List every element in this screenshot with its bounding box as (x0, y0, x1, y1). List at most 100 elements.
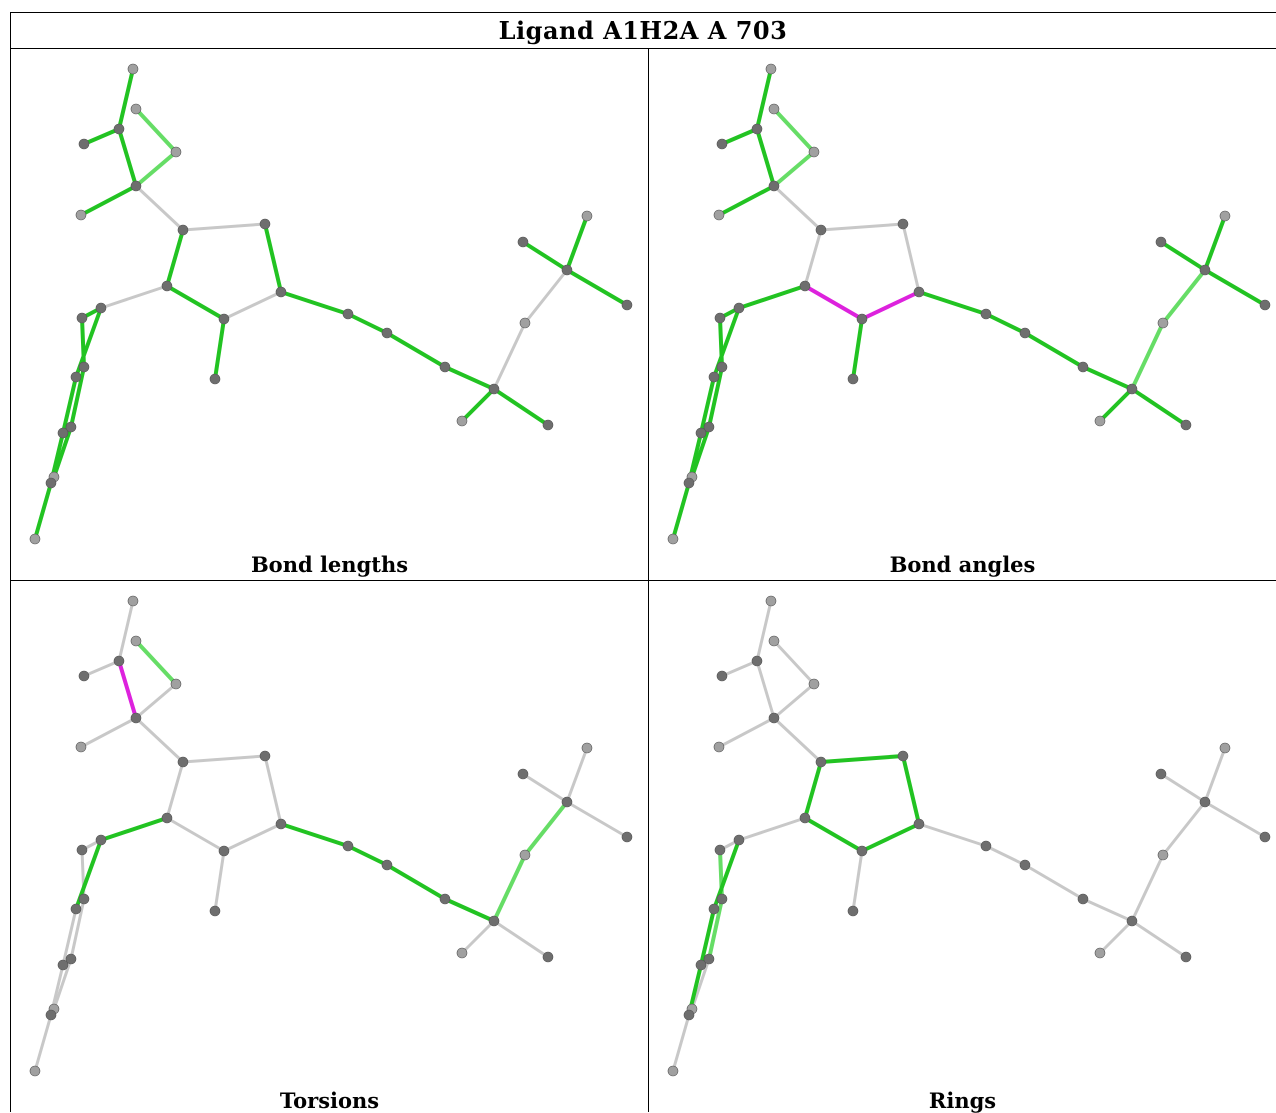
bond (565, 800, 629, 839)
atom (799, 280, 811, 292)
atom (439, 361, 451, 373)
bond (720, 659, 759, 678)
atom (708, 371, 720, 383)
bond (61, 907, 78, 967)
bond (181, 754, 267, 764)
atom (751, 655, 763, 667)
atom (856, 845, 868, 857)
atom (714, 844, 726, 856)
bond (737, 284, 807, 310)
panel-rings: Rings (649, 581, 1276, 1113)
bond (99, 284, 169, 310)
atom (621, 831, 633, 843)
figure-title: Ligand A1H2A A 703 (498, 15, 788, 45)
atom (1155, 236, 1167, 248)
atom (1094, 415, 1106, 427)
atom (716, 361, 728, 373)
bond (755, 127, 776, 188)
bond (851, 317, 864, 381)
atom (561, 264, 573, 276)
atom (1219, 210, 1231, 222)
atom (1077, 361, 1089, 373)
bond (385, 331, 447, 369)
bond (917, 290, 988, 316)
bond (79, 716, 138, 749)
atom (75, 741, 87, 753)
bond (690, 425, 711, 479)
bond (707, 897, 724, 961)
bond (851, 849, 864, 913)
bond (82, 659, 121, 678)
atom (130, 712, 142, 724)
atom (768, 103, 780, 115)
bond (263, 754, 283, 826)
bond (737, 816, 807, 842)
atom (1199, 264, 1211, 276)
bond (213, 849, 226, 913)
atom (456, 947, 468, 959)
atom (381, 327, 393, 339)
bond (717, 716, 776, 749)
atom (1019, 859, 1031, 871)
bond (134, 682, 178, 720)
atom (275, 286, 287, 298)
bond (819, 222, 905, 232)
atom (1019, 327, 1031, 339)
bond (1130, 919, 1188, 959)
bond (52, 425, 73, 479)
bond (99, 816, 169, 842)
atom (768, 635, 780, 647)
bond (717, 184, 776, 217)
atom (714, 312, 726, 324)
atom (78, 361, 90, 373)
atom (342, 308, 354, 320)
atom (456, 415, 468, 427)
atom (621, 299, 633, 311)
bond (1130, 853, 1165, 923)
bond (117, 659, 138, 720)
atom (259, 750, 271, 762)
atom (897, 750, 909, 762)
atom (708, 903, 720, 915)
molecule-structure (667, 595, 1271, 1077)
bond (803, 284, 864, 321)
bond (69, 897, 86, 961)
atom (130, 635, 142, 647)
bond (671, 481, 691, 541)
atom (913, 818, 925, 830)
bond (79, 184, 138, 217)
atom (517, 768, 529, 780)
bond (134, 716, 185, 764)
atom (113, 655, 125, 667)
bond (1098, 919, 1134, 955)
bond (523, 268, 569, 325)
atom (78, 138, 90, 150)
bond (803, 816, 864, 853)
atom (667, 533, 679, 545)
atom (713, 209, 725, 221)
molecule-structure (29, 595, 633, 1077)
bond (134, 107, 178, 154)
bond (1098, 387, 1134, 423)
bond (521, 772, 569, 804)
atom (209, 373, 221, 385)
bond (819, 754, 905, 764)
panel-bond-lengths: Bond lengths (11, 49, 648, 580)
atom (1180, 951, 1192, 963)
atom (716, 670, 728, 682)
atom (95, 834, 107, 846)
bond (1130, 387, 1188, 427)
atom (980, 840, 992, 852)
bond (460, 387, 496, 423)
bond (860, 290, 921, 321)
atom (581, 210, 593, 222)
atom (161, 812, 173, 824)
atom (703, 421, 715, 433)
atom (519, 849, 531, 861)
atom (57, 427, 69, 439)
atom (218, 313, 230, 325)
atom (127, 595, 139, 607)
border-left (10, 12, 11, 1112)
atom (1157, 317, 1169, 329)
bond (1203, 214, 1227, 272)
